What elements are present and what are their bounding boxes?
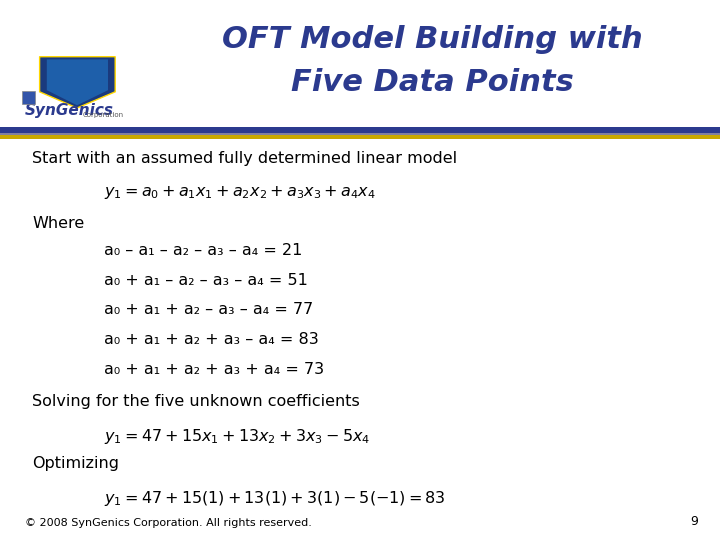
Text: Optimizing: Optimizing	[32, 456, 120, 471]
Bar	[0, 133, 720, 135]
Text: Solving for the five unknown coefficients: Solving for the five unknown coefficient…	[32, 394, 360, 409]
Text: a₀ + a₁ + a₂ – a₃ – a₄ = 77: a₀ + a₁ + a₂ – a₃ – a₄ = 77	[104, 302, 314, 318]
Polygon shape	[40, 57, 115, 108]
Text: Five Data Points: Five Data Points	[291, 68, 573, 97]
Text: OFT Model Building with: OFT Model Building with	[222, 25, 642, 53]
Text: $y_1 = 47 + 15x_1 + 13x_2 + 3x_3 - 5x_4$: $y_1 = 47 + 15x_1 + 13x_2 + 3x_3 - 5x_4$	[104, 427, 371, 446]
Text: a₀ + a₁ + a₂ + a₃ + a₄ = 73: a₀ + a₁ + a₂ + a₃ + a₄ = 73	[104, 362, 325, 377]
Bar	[0, 127, 720, 133]
Polygon shape	[47, 59, 108, 105]
Text: © 2008 SynGenics Corporation. All rights reserved.: © 2008 SynGenics Corporation. All rights…	[25, 518, 312, 528]
Text: SynGenics: SynGenics	[25, 103, 114, 118]
Text: a₀ – a₁ – a₂ – a₃ – a₄ = 21: a₀ – a₁ – a₂ – a₃ – a₄ = 21	[104, 243, 303, 258]
Bar	[0, 0, 720, 127]
Text: a₀ + a₁ – a₂ – a₃ – a₄ = 51: a₀ + a₁ – a₂ – a₃ – a₄ = 51	[104, 273, 308, 288]
Text: Start with an assumed fully determined linear model: Start with an assumed fully determined l…	[32, 151, 457, 166]
Bar	[22, 91, 35, 104]
Text: $y_1 = a_0 + a_1x_1 + a_2x_2 + a_3x_3 + a_4x_4$: $y_1 = a_0 + a_1x_1 + a_2x_2 + a_3x_3 + …	[104, 184, 376, 200]
Text: Where: Where	[32, 216, 85, 231]
Bar	[0, 135, 720, 139]
Text: 9: 9	[690, 515, 698, 528]
Text: a₀ + a₁ + a₂ + a₃ – a₄ = 83: a₀ + a₁ + a₂ + a₃ – a₄ = 83	[104, 332, 319, 347]
Text: $y_1 = 47 + 15(1) + 13(1) + 3(1) - 5(-1) =83$: $y_1 = 47 + 15(1) + 13(1) + 3(1) - 5(-1)…	[104, 489, 446, 508]
Text: Corporation: Corporation	[83, 112, 124, 118]
